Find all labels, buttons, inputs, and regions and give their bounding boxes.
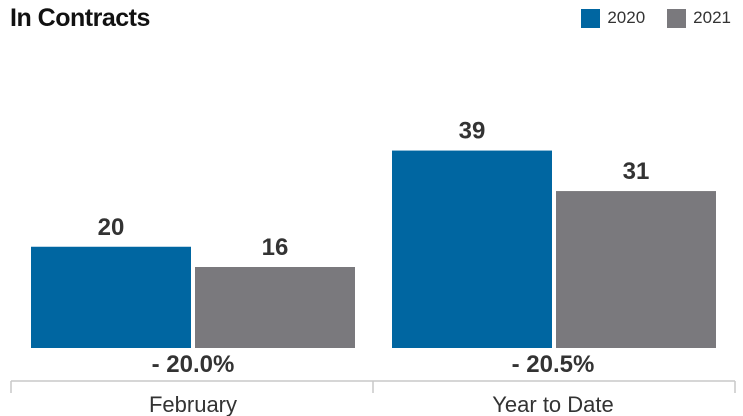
bar-value-label: 16: [262, 234, 289, 261]
category-label-year-to-date: Year to Date: [492, 392, 614, 416]
legend-label-2020: 2020: [607, 8, 646, 27]
chart-title: In Contracts: [10, 4, 150, 32]
category-label-february: February: [149, 392, 237, 416]
change-label-february: - 20.0%: [152, 351, 235, 378]
bar-value-label: 31: [623, 158, 650, 185]
legend-item-2021: 2021: [667, 8, 731, 28]
bar-value-label: 39: [459, 118, 486, 145]
bar-value-label: 20: [98, 214, 125, 241]
bar-year-to-date-2020: [392, 150, 552, 348]
bar-year-to-date-2021: [556, 191, 716, 348]
legend: 2020 2021: [559, 8, 731, 28]
bar-february-2021: [195, 267, 355, 348]
change-label-year-to-date: - 20.5%: [512, 351, 595, 378]
bar-february-2020: [31, 246, 191, 348]
legend-swatch-2021: [667, 8, 687, 28]
legend-label-2021: 2021: [693, 8, 731, 27]
legend-item-2020: 2020: [581, 8, 645, 28]
legend-swatch-2020: [581, 8, 601, 28]
